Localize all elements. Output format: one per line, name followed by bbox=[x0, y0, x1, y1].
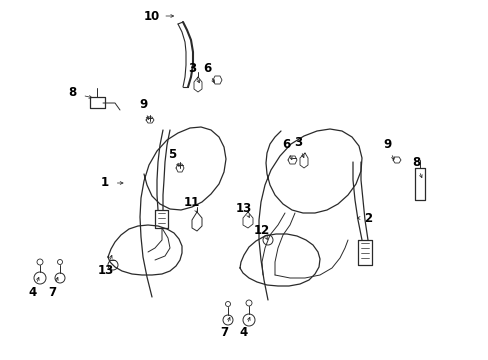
Text: 8: 8 bbox=[411, 157, 419, 170]
Text: 4: 4 bbox=[29, 285, 37, 298]
Text: 11: 11 bbox=[183, 197, 200, 210]
Text: 3: 3 bbox=[187, 62, 196, 75]
Text: 3: 3 bbox=[293, 136, 302, 149]
Text: 9: 9 bbox=[383, 139, 391, 152]
Text: 6: 6 bbox=[281, 139, 289, 152]
Text: 10: 10 bbox=[143, 9, 160, 22]
Text: 7: 7 bbox=[48, 285, 56, 298]
Text: 2: 2 bbox=[363, 211, 371, 225]
Text: 9: 9 bbox=[140, 99, 148, 112]
Text: 12: 12 bbox=[253, 224, 269, 237]
Text: 5: 5 bbox=[167, 148, 176, 162]
Text: 4: 4 bbox=[240, 325, 247, 338]
Text: 7: 7 bbox=[220, 325, 227, 338]
Text: 13: 13 bbox=[235, 202, 252, 215]
Text: 13: 13 bbox=[98, 264, 114, 276]
Text: 8: 8 bbox=[68, 86, 76, 99]
Text: 6: 6 bbox=[203, 62, 211, 75]
Text: 1: 1 bbox=[101, 176, 109, 189]
